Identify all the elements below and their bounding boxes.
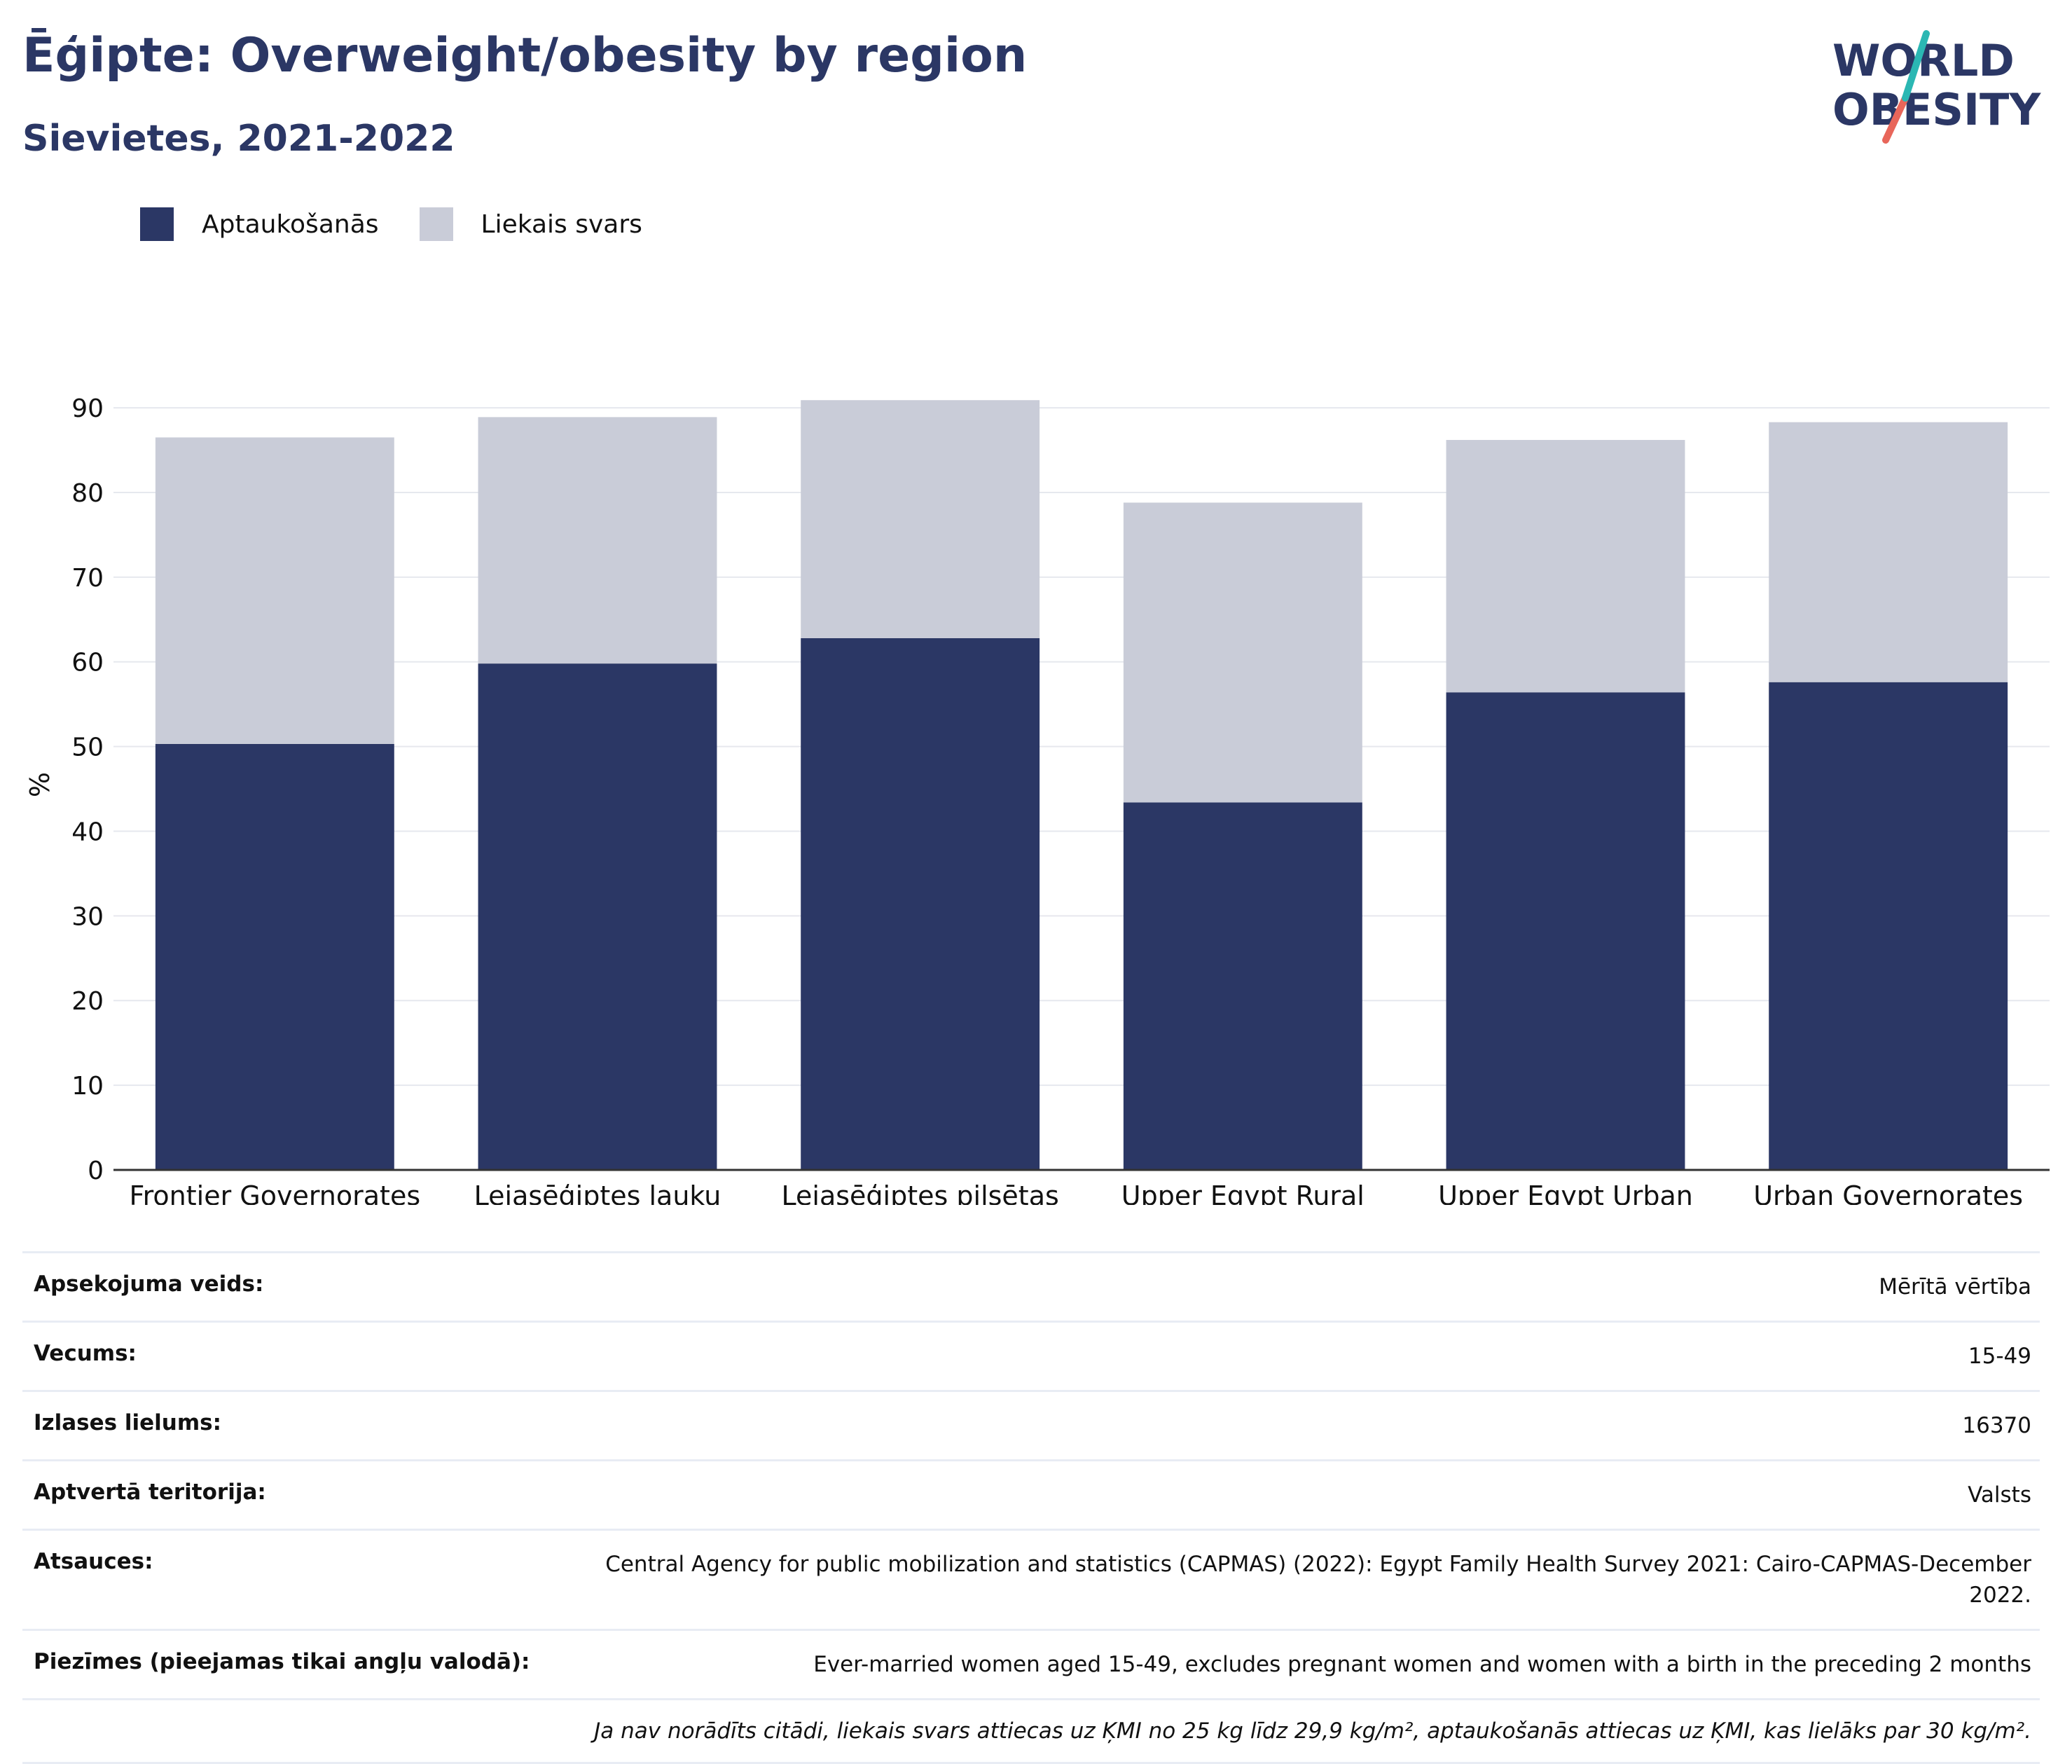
bar-overweight xyxy=(1446,440,1685,693)
bar-obesity xyxy=(801,638,1040,1170)
legend-item-obesity[interactable]: Aptaukošanās xyxy=(140,207,379,241)
bar-obesity xyxy=(1123,802,1362,1170)
logo-slash-coral xyxy=(1882,95,1909,144)
info-value: 15-49 xyxy=(538,1321,2040,1391)
logo-slash-teal xyxy=(1902,30,1930,102)
bar-obesity xyxy=(1446,692,1685,1170)
info-key: Apsekojuma veids: xyxy=(22,1251,539,1322)
y-tick-label: 90 xyxy=(71,394,104,423)
logo-line2: OBESITY xyxy=(1832,84,2041,135)
info-row: Aptvertā teritorija: Valsts xyxy=(22,1459,2040,1530)
y-tick-label: 40 xyxy=(71,818,104,846)
footnote-spacer xyxy=(22,1698,539,1764)
info-value: Valsts xyxy=(538,1459,2040,1530)
y-tick-label: 30 xyxy=(71,902,104,931)
x-tick-label: Frontier Governorates xyxy=(130,1180,421,1205)
bar-overweight xyxy=(155,437,394,744)
y-tick-label: 60 xyxy=(71,649,104,677)
info-key: Vecums: xyxy=(22,1321,539,1391)
info-value: Central Agency for public mobilization a… xyxy=(538,1529,2040,1630)
info-row: Piezīmes (pieejamas tikai angļu valodā):… xyxy=(22,1629,2040,1700)
x-tick-label: Upper Egypt Urban xyxy=(1438,1180,1693,1205)
info-row: Apsekojuma veids: Mērītā vērtība xyxy=(22,1251,2040,1322)
y-tick-label: 70 xyxy=(71,564,104,593)
legend-swatch-obesity xyxy=(140,207,174,241)
info-value: 16370 xyxy=(538,1390,2040,1461)
bar-overweight xyxy=(1123,502,1362,803)
y-tick-label: 0 xyxy=(88,1157,104,1185)
y-tick-label: 80 xyxy=(71,479,104,508)
bar-overweight xyxy=(478,417,717,664)
bar-overweight xyxy=(1769,422,2008,682)
legend-label-overweight: Liekais svars xyxy=(481,209,642,239)
info-row: Atsauces: Central Agency for public mobi… xyxy=(22,1529,2040,1630)
info-key: Aptvertā teritorija: xyxy=(22,1459,539,1530)
y-axis-title: % xyxy=(25,772,55,797)
world-obesity-logo: WORLD OBESITY xyxy=(1832,30,2041,144)
chart-legend: Aptaukošanās Liekais svars xyxy=(140,207,683,241)
info-key: Izlases lielums: xyxy=(22,1390,539,1461)
y-tick-label: 50 xyxy=(71,733,104,762)
x-tick-label: Urban Governorates xyxy=(1753,1180,2023,1205)
legend-item-overweight[interactable]: Liekais svars xyxy=(419,207,642,241)
x-tick-label: Lejasēģiptes pilsētas xyxy=(782,1180,1059,1205)
info-row: Izlases lielums: 16370 xyxy=(22,1390,2040,1461)
y-tick-label: 10 xyxy=(71,1072,104,1101)
chart-subtitle: Sievietes, 2021-2022 xyxy=(22,118,455,160)
footnote-row: Ja nav norādīts citādi, liekais svars at… xyxy=(22,1698,2040,1764)
bar-overweight xyxy=(801,400,1040,638)
legend-swatch-overweight xyxy=(419,207,453,241)
bar-obesity xyxy=(155,743,394,1170)
x-tick-label: Lejasēģiptes lauku xyxy=(474,1180,721,1205)
info-value: Ever-married women aged 15-49, excludes … xyxy=(538,1629,2040,1700)
info-key: Atsauces: xyxy=(22,1529,539,1630)
chart-title: Ēģipte: Overweight/obesity by region xyxy=(22,28,1028,83)
info-value: Mērītā vērtība xyxy=(538,1251,2040,1322)
bar-obesity xyxy=(1769,682,2008,1170)
legend-label-obesity: Aptaukošanās xyxy=(202,209,379,239)
footnote: Ja nav norādīts citādi, liekais svars at… xyxy=(538,1698,2040,1764)
y-tick-label: 20 xyxy=(71,987,104,1016)
info-key: Piezīmes (pieejamas tikai angļu valodā): xyxy=(22,1629,539,1700)
stacked-bar-chart: 0 10 20 30 40 50 60 70 80 90% Frontier Governorate… xyxy=(25,394,2050,1205)
bar-obesity xyxy=(478,663,717,1170)
x-tick-label: Upper Egypt Rural xyxy=(1121,1180,1365,1205)
survey-info-table: Apsekojuma veids: Mērītā vērtība Vecums:… xyxy=(22,1251,2040,1764)
info-row: Vecums: 15-49 xyxy=(22,1321,2040,1391)
